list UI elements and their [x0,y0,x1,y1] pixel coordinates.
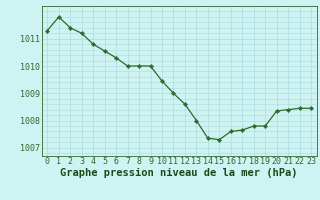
X-axis label: Graphe pression niveau de la mer (hPa): Graphe pression niveau de la mer (hPa) [60,168,298,178]
